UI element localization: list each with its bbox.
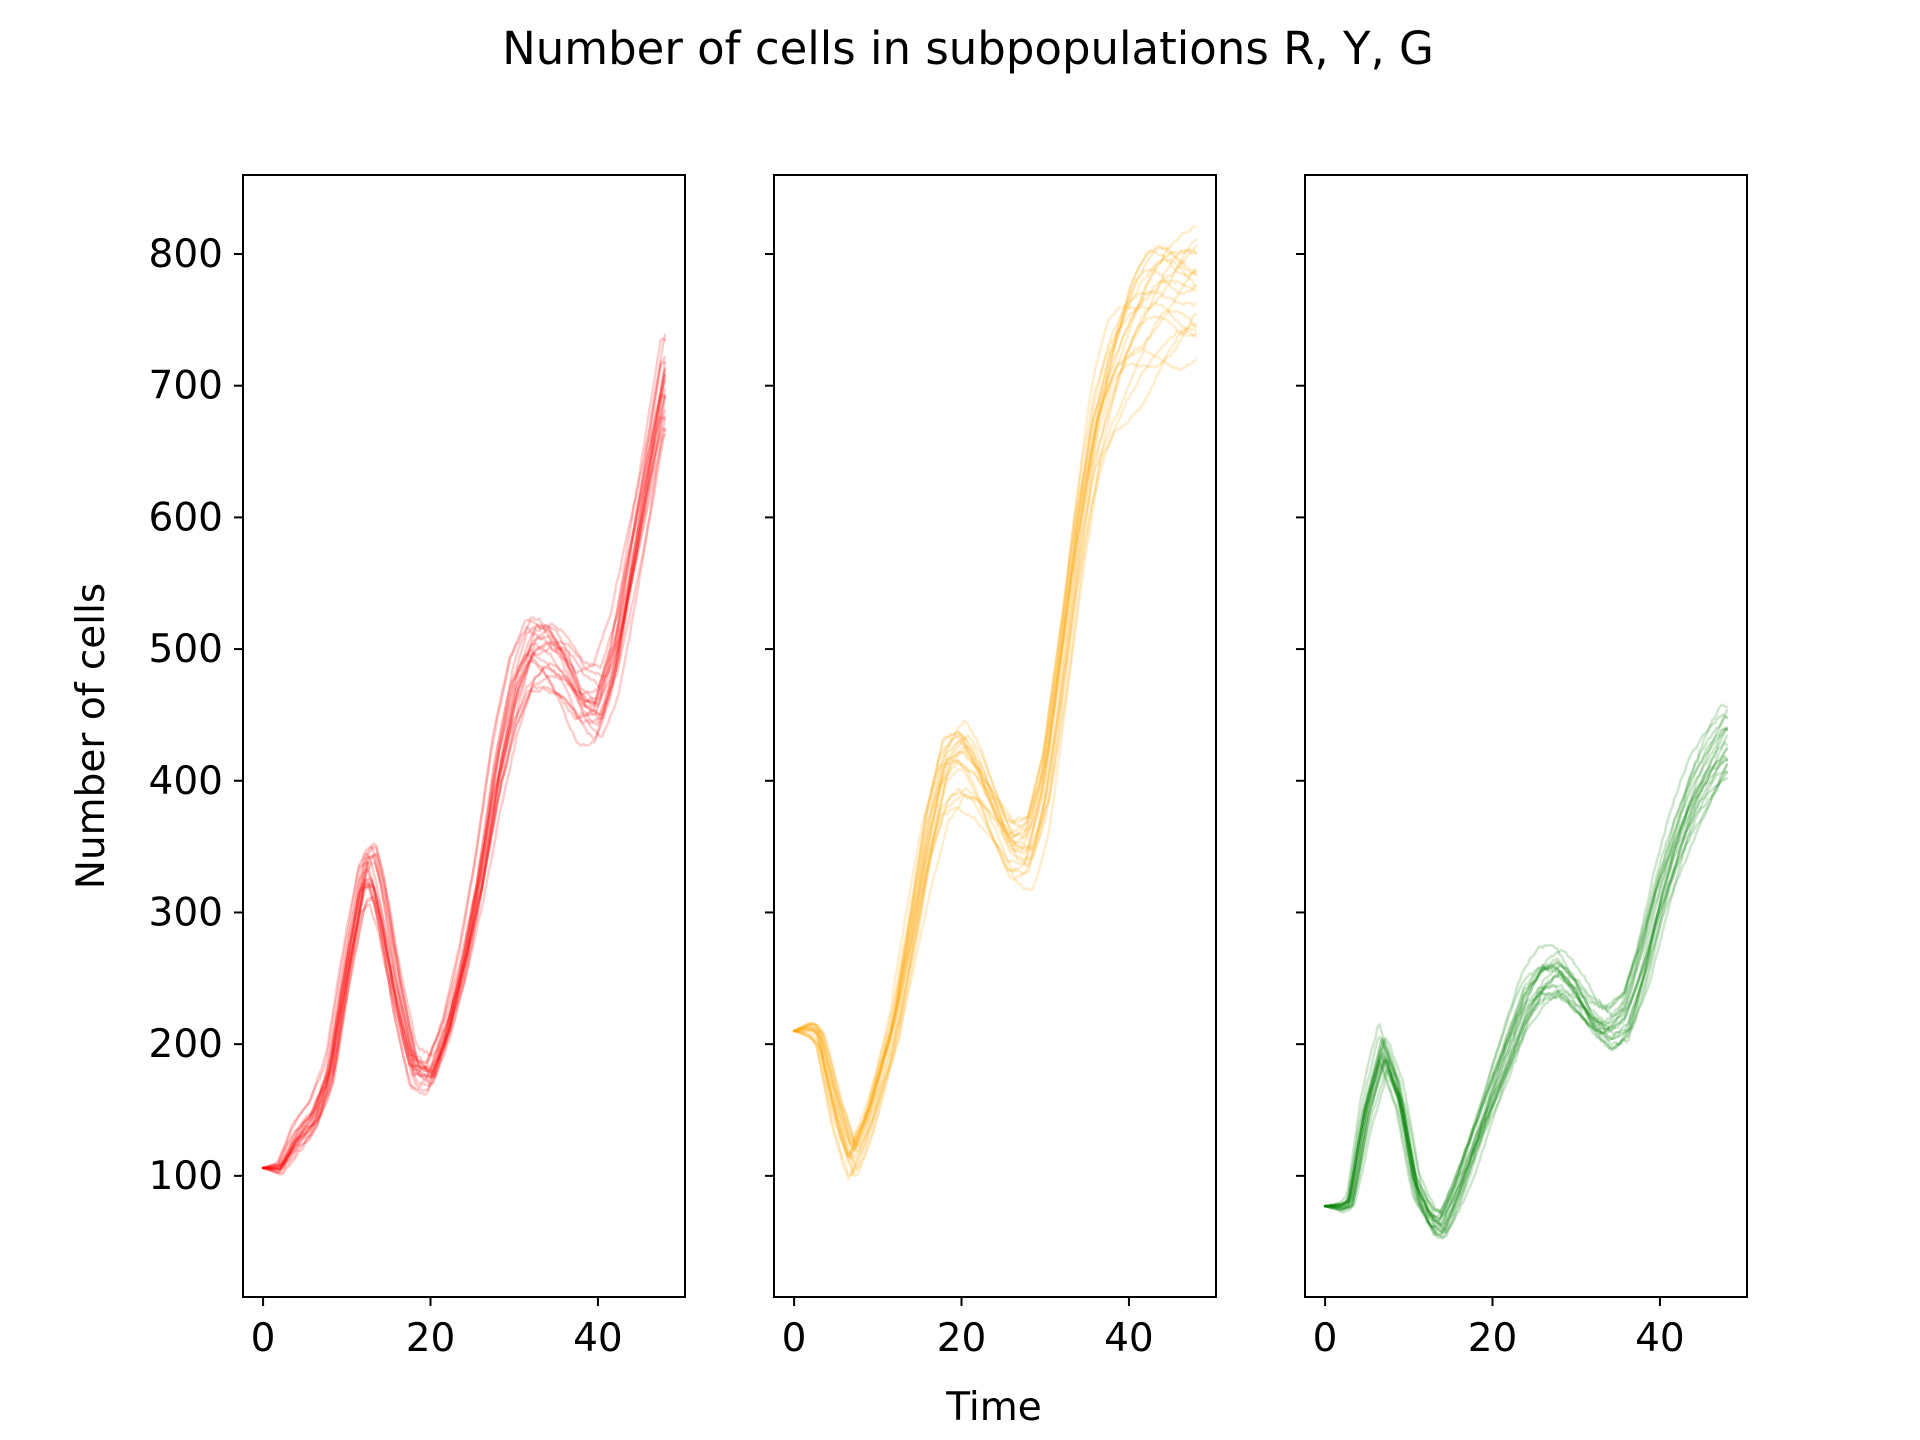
- trajectory-R-16: [261, 368, 667, 1170]
- trajectory-G-17: [1323, 770, 1729, 1235]
- trajectories-R: [261, 333, 667, 1177]
- trajectory-R-3: [261, 393, 667, 1171]
- y-tick-label-300: 300: [149, 890, 223, 935]
- trajectory-G-9: [1323, 713, 1729, 1219]
- trajectory-G-15: [1323, 763, 1729, 1232]
- trajectory-Y-13: [792, 312, 1198, 1177]
- trajectory-Y-17: [792, 279, 1198, 1158]
- trajectory-R-12: [261, 409, 667, 1171]
- trajectory-G-20: [1323, 726, 1729, 1213]
- trajectory-R-20: [261, 333, 667, 1170]
- trajectory-G-16: [1323, 747, 1729, 1237]
- trajectory-R-8: [261, 361, 667, 1170]
- trajectory-G-5: [1323, 728, 1729, 1215]
- x-tick-label-R-0: 0: [251, 1316, 276, 1361]
- axes-frame-R: [242, 174, 686, 1298]
- trajectory-Y-6: [792, 315, 1198, 1171]
- axes-frame-Y: [773, 174, 1217, 1298]
- y-tick-label-600: 600: [149, 495, 223, 540]
- trajectory-G-13: [1323, 726, 1729, 1226]
- trajectories-G: [1323, 703, 1729, 1240]
- trajectory-Y-15: [792, 238, 1198, 1156]
- chart-title: Number of cells in subpopulations R, Y, …: [502, 22, 1434, 75]
- y-tick-label-500: 500: [149, 627, 223, 672]
- y-tick-label-700: 700: [149, 364, 223, 409]
- y-axis-label: Number of cells: [69, 583, 114, 889]
- trajectory-Y-20: [792, 249, 1198, 1148]
- trajectory-R-7: [261, 427, 667, 1175]
- trajectory-Y-16: [792, 248, 1198, 1160]
- trajectory-Y-19: [792, 244, 1198, 1146]
- trajectory-Y-3: [792, 309, 1198, 1165]
- trajectory-R-4: [261, 393, 667, 1170]
- trajectory-R-9: [261, 415, 667, 1170]
- trajectory-Y-14: [792, 225, 1198, 1152]
- trajectory-R-18: [261, 426, 667, 1174]
- trajectories-Y: [792, 225, 1198, 1181]
- panel-G: 0 20 40: [1296, 174, 1748, 1361]
- x-tick-label-G-0: 0: [1313, 1316, 1338, 1361]
- trajectory-R-15: [261, 373, 667, 1171]
- trajectory-Y-1: [792, 246, 1198, 1147]
- trajectory-Y-12: [792, 347, 1198, 1181]
- trajectory-Y-9: [792, 327, 1198, 1178]
- trajectory-G-3: [1323, 703, 1729, 1223]
- trajectory-G-7: [1323, 757, 1729, 1226]
- x-tick-label-Y-20: 20: [937, 1316, 987, 1361]
- trajectory-G-2: [1323, 716, 1729, 1222]
- trajectory-Y-4: [792, 257, 1198, 1152]
- trajectory-G-12: [1323, 708, 1729, 1217]
- panel-Y: 0 20 40: [765, 174, 1217, 1361]
- trajectory-Y-5: [792, 267, 1198, 1153]
- x-tick-label-Y-40: 40: [1104, 1316, 1154, 1361]
- trajectory-Y-2: [792, 249, 1198, 1148]
- trajectory-G-10: [1323, 755, 1729, 1229]
- y-tick-label-400: 400: [149, 759, 223, 804]
- x-axis-label: Time: [945, 1385, 1041, 1430]
- x-tick-label-R-40: 40: [573, 1316, 623, 1361]
- trajectory-R-5: [261, 388, 667, 1171]
- trajectory-G-14: [1323, 759, 1729, 1229]
- trajectory-Y-18: [792, 290, 1198, 1161]
- trajectory-G-11: [1323, 747, 1729, 1234]
- y-tick-label-100: 100: [149, 1154, 223, 1199]
- x-tick-label-G-40: 40: [1635, 1316, 1685, 1361]
- trajectory-G-19: [1323, 763, 1729, 1240]
- x-tick-label-Y-0: 0: [782, 1316, 807, 1361]
- trajectory-Y-7: [792, 322, 1198, 1177]
- trajectory-Y-8: [792, 301, 1198, 1159]
- trajectory-R-13: [261, 434, 667, 1174]
- x-tick-label-G-20: 20: [1468, 1316, 1518, 1361]
- axes-frame-G: [1304, 174, 1748, 1298]
- trajectory-G-6: [1323, 727, 1729, 1220]
- trajectory-G-18: [1323, 734, 1729, 1228]
- trajectory-R-1: [261, 395, 667, 1170]
- y-tick-label-800: 800: [149, 232, 223, 277]
- trajectory-G-1: [1323, 769, 1729, 1235]
- trajectory-Y-11: [792, 268, 1198, 1151]
- x-tick-label-R-20: 20: [406, 1316, 456, 1361]
- y-tick-label-200: 200: [149, 1022, 223, 1067]
- panel-R: 100 200 300 400 500 600 700 800 0 20 40: [149, 174, 686, 1361]
- trajectory-R-6: [261, 379, 667, 1170]
- trajectory-G-4: [1323, 741, 1729, 1236]
- trajectory-R-11: [261, 373, 667, 1172]
- trajectory-G-8: [1323, 777, 1729, 1240]
- trajectory-R-10: [261, 360, 667, 1170]
- trajectory-Y-10: [792, 244, 1198, 1142]
- trajectory-R-19: [261, 337, 667, 1170]
- trajectory-R-2: [261, 367, 667, 1172]
- trajectory-R-14: [261, 355, 667, 1170]
- trajectory-R-17: [261, 416, 667, 1177]
